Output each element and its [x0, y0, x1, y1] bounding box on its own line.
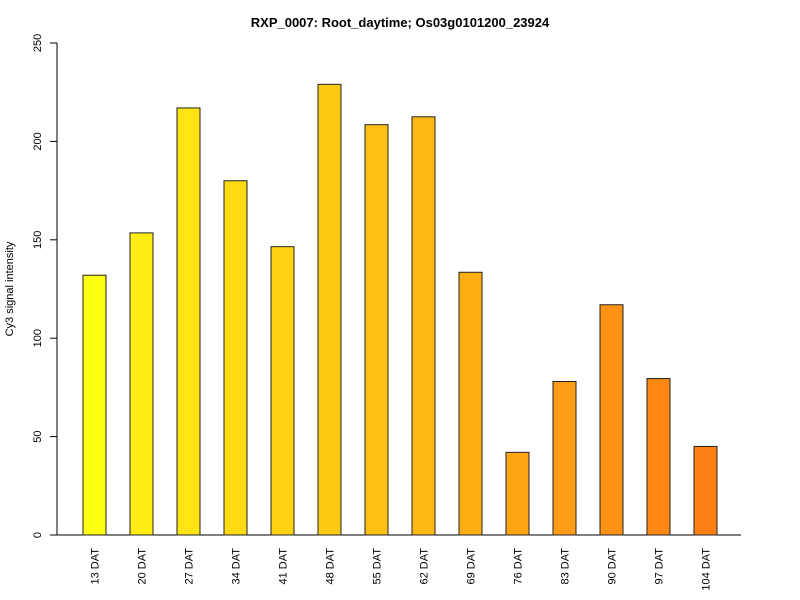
bar-62-dat: [411, 116, 436, 536]
bar-34-dat: [223, 180, 248, 536]
x-tick-label: 34 DAT: [231, 548, 243, 585]
y-axis-label: Cy3 signal intensity: [4, 241, 16, 336]
bar-13-dat: [82, 274, 107, 536]
bar-104-dat: [693, 445, 718, 536]
bar-83-dat: [552, 380, 577, 536]
x-tick-label: 69 DAT: [466, 548, 478, 585]
y-tick-label: 250: [32, 34, 44, 52]
x-tick-label: 27 DAT: [184, 548, 196, 585]
bar-48-dat: [317, 83, 342, 536]
bar-27-dat: [176, 107, 201, 536]
y-ticks-group: 0 50 100 150 200 250: [32, 34, 57, 538]
bar-90-dat: [599, 304, 624, 536]
bar-20-dat: [129, 232, 154, 536]
bars-group: [82, 83, 718, 536]
bar-41-dat: [270, 246, 295, 536]
x-tick-label: 13 DAT: [90, 548, 102, 585]
chart-title: RXP_0007: Root_daytime; Os03g0101200_239…: [251, 15, 550, 30]
y-tick-label: 0: [32, 532, 44, 538]
bar-97-dat: [646, 378, 671, 536]
x-tick-label: 76 DAT: [513, 548, 525, 585]
x-tick-label: 48 DAT: [325, 548, 337, 585]
x-tick-label: 20 DAT: [137, 548, 149, 585]
y-tick-label: 150: [32, 231, 44, 249]
x-tick-label: 90 DAT: [607, 548, 619, 585]
y-tick-label: 200: [32, 132, 44, 150]
y-tick-label: 50: [32, 430, 44, 442]
bar-69-dat: [458, 271, 483, 536]
x-tick-label: 104 DAT: [701, 548, 713, 591]
x-tick-label: 41 DAT: [278, 548, 290, 585]
x-tick-label: 97 DAT: [654, 548, 666, 585]
bar-55-dat: [364, 124, 389, 536]
bar-76-dat: [505, 451, 530, 536]
x-tick-label: 55 DAT: [372, 548, 384, 585]
x-tick-label: 83 DAT: [560, 548, 572, 585]
x-tick-label: 62 DAT: [419, 548, 431, 585]
x-ticks-group: 13 DAT 20 DAT 27 DAT 34 DAT 41 DAT 48 DAT 55 D…: [90, 548, 713, 591]
y-tick-label: 100: [32, 329, 44, 347]
